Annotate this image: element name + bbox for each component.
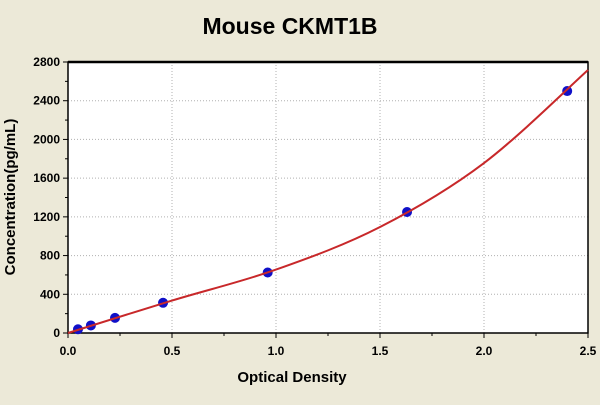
x-tick-label: 0.5 xyxy=(164,344,181,358)
y-tick-label: 400 xyxy=(40,287,60,301)
chart-title: Mouse CKMT1B xyxy=(202,13,377,39)
y-tick-label: 0 xyxy=(53,326,60,340)
y-tick-label: 1200 xyxy=(33,210,60,224)
data-point xyxy=(562,86,573,97)
plot-area xyxy=(68,62,588,333)
x-tick-label: 1.5 xyxy=(372,344,389,358)
y-axis-label: Concentration(pg/mL) xyxy=(2,119,19,276)
x-tick-label: 1.0 xyxy=(268,344,285,358)
fit-curve xyxy=(67,69,589,334)
y-tick-label: 800 xyxy=(40,249,60,263)
y-tick-label: 1600 xyxy=(33,171,60,185)
y-tick-label: 2800 xyxy=(33,55,60,69)
y-tick-label: 2400 xyxy=(33,94,60,108)
x-tick-label: 2.0 xyxy=(476,344,493,358)
x-axis-label: Optical Density xyxy=(237,369,347,386)
x-tick-label: 0.0 xyxy=(60,344,77,358)
y-tick-label: 2000 xyxy=(33,132,60,146)
x-tick-label: 2.5 xyxy=(580,344,597,358)
